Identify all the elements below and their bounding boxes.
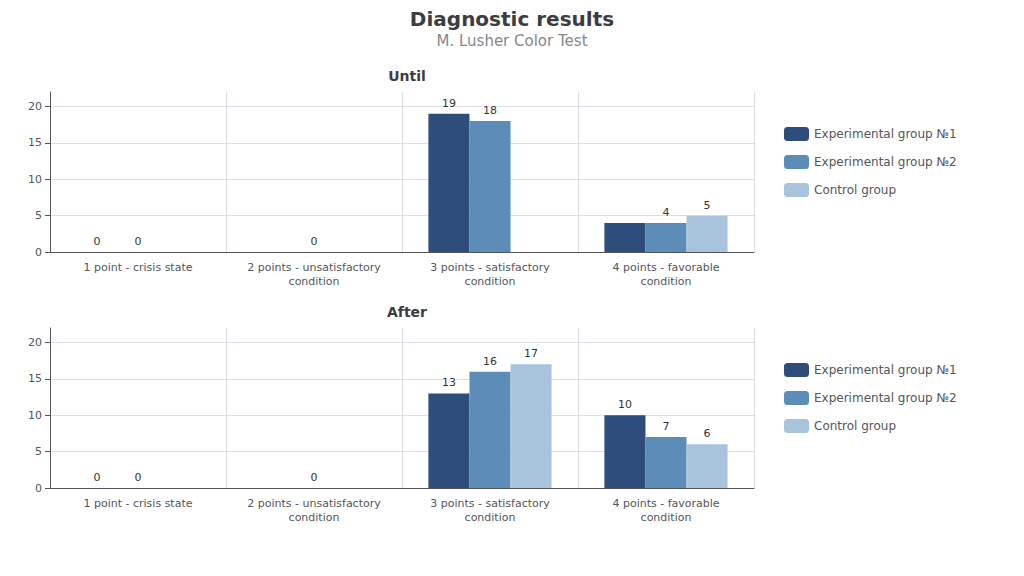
svg-text:condition: condition bbox=[289, 275, 340, 288]
svg-text:condition: condition bbox=[289, 511, 340, 524]
svg-text:After: After bbox=[387, 304, 427, 320]
svg-text:Experimental group №2: Experimental group №2 bbox=[814, 391, 957, 405]
svg-text:Experimental group №2: Experimental group №2 bbox=[814, 155, 957, 169]
svg-text:Until: Until bbox=[388, 68, 426, 84]
svg-text:6: 6 bbox=[704, 427, 711, 440]
svg-text:Control group: Control group bbox=[814, 419, 896, 433]
svg-text:4 points - favorable: 4 points - favorable bbox=[612, 261, 719, 274]
svg-text:10: 10 bbox=[618, 398, 632, 411]
svg-text:Experimental group №1: Experimental group №1 bbox=[814, 363, 957, 377]
svg-text:0: 0 bbox=[135, 471, 142, 484]
svg-text:3 points - satisfactory: 3 points - satisfactory bbox=[430, 261, 550, 274]
svg-text:M. Lusher Color Test: M. Lusher Color Test bbox=[436, 32, 587, 50]
svg-text:15: 15 bbox=[28, 136, 42, 149]
svg-text:20: 20 bbox=[28, 100, 42, 113]
svg-text:2 points - unsatisfactory: 2 points - unsatisfactory bbox=[247, 261, 381, 274]
svg-text:4: 4 bbox=[663, 206, 670, 219]
svg-text:4 points - favorable: 4 points - favorable bbox=[612, 497, 719, 510]
svg-text:10: 10 bbox=[28, 409, 42, 422]
svg-text:7: 7 bbox=[663, 420, 670, 433]
svg-text:5: 5 bbox=[35, 209, 42, 222]
svg-text:10: 10 bbox=[28, 173, 42, 186]
svg-text:2 points - unsatisfactory: 2 points - unsatisfactory bbox=[247, 497, 381, 510]
svg-text:19: 19 bbox=[442, 97, 456, 110]
svg-text:5: 5 bbox=[704, 199, 711, 212]
svg-text:18: 18 bbox=[483, 104, 497, 117]
svg-text:0: 0 bbox=[35, 482, 42, 495]
svg-text:0: 0 bbox=[93, 471, 100, 484]
svg-text:1 point - crisis state: 1 point - crisis state bbox=[83, 497, 192, 510]
svg-text:1 point - crisis state: 1 point - crisis state bbox=[83, 261, 192, 274]
svg-text:0: 0 bbox=[311, 471, 318, 484]
svg-text:condition: condition bbox=[465, 511, 516, 524]
svg-text:condition: condition bbox=[641, 511, 692, 524]
svg-text:Diagnostic results: Diagnostic results bbox=[410, 7, 614, 31]
svg-text:0: 0 bbox=[135, 235, 142, 248]
svg-text:0: 0 bbox=[93, 235, 100, 248]
svg-text:condition: condition bbox=[641, 275, 692, 288]
svg-text:Control group: Control group bbox=[814, 183, 896, 197]
svg-text:0: 0 bbox=[311, 235, 318, 248]
svg-text:16: 16 bbox=[483, 355, 497, 368]
svg-text:13: 13 bbox=[442, 376, 456, 389]
svg-text:15: 15 bbox=[28, 372, 42, 385]
svg-text:20: 20 bbox=[28, 336, 42, 349]
svg-text:0: 0 bbox=[35, 246, 42, 259]
svg-text:5: 5 bbox=[35, 445, 42, 458]
svg-text:condition: condition bbox=[465, 275, 516, 288]
svg-text:17: 17 bbox=[524, 347, 538, 360]
svg-text:3 points - satisfactory: 3 points - satisfactory bbox=[430, 497, 550, 510]
svg-text:Experimental group №1: Experimental group №1 bbox=[814, 127, 957, 141]
